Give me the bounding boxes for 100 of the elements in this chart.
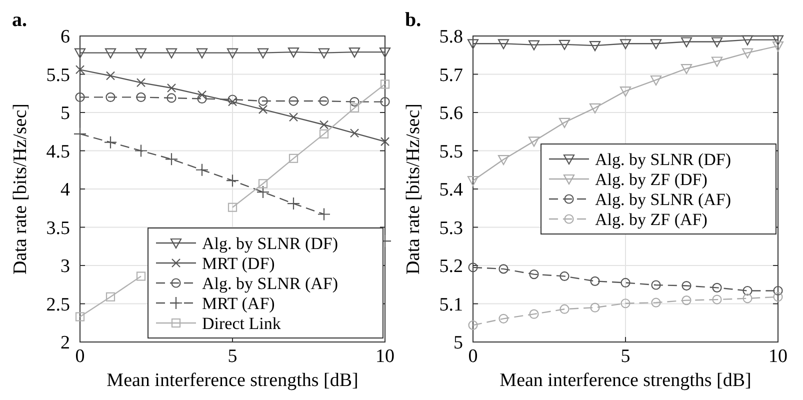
y-tick-label: 4.5 [46, 141, 70, 162]
point [467, 176, 479, 186]
point [75, 92, 85, 102]
point [256, 186, 270, 199]
point [136, 92, 146, 102]
point [682, 280, 692, 291]
point [166, 93, 176, 103]
point [106, 292, 116, 302]
point [680, 64, 692, 74]
point [380, 137, 390, 146]
point [258, 104, 268, 114]
y-tick-label: 3.5 [46, 218, 70, 239]
point [620, 278, 630, 288]
point [195, 163, 209, 176]
point [136, 272, 146, 281]
point [772, 41, 784, 52]
point [257, 48, 269, 58]
point [197, 90, 207, 100]
point [558, 118, 570, 128]
point [135, 48, 147, 58]
y-axis-title: Data rate [bits/Hz/sec] [10, 104, 31, 274]
point [589, 103, 601, 114]
point [528, 136, 540, 147]
point [318, 48, 330, 58]
point [468, 262, 478, 272]
y-tick-label: 6 [60, 26, 70, 48]
point [468, 320, 478, 330]
x-axis-title: Mean interference strengths [dB] [500, 370, 752, 391]
y-tick-label: 5.1 [439, 294, 463, 316]
point [712, 282, 722, 292]
point [380, 80, 390, 89]
point [711, 56, 723, 67]
point [197, 94, 207, 104]
point [560, 304, 570, 314]
point [620, 39, 632, 50]
point [528, 40, 540, 50]
y-tick-label: 5.4 [439, 180, 464, 201]
y-tick-label: 5 [60, 103, 70, 124]
point [286, 196, 300, 210]
point [620, 298, 630, 308]
point [680, 37, 692, 48]
point [742, 286, 752, 296]
point [773, 292, 783, 302]
point [106, 71, 116, 80]
point [228, 97, 238, 106]
y-tick-label: 5.7 [439, 64, 463, 86]
x-tick-label: 5 [620, 346, 630, 367]
x-tick-label: 0 [468, 346, 478, 367]
y-tick-label: 5 [454, 332, 463, 354]
point [379, 48, 391, 58]
point [134, 144, 148, 158]
legend-label: Alg. by SLNR (AF) [202, 274, 338, 293]
point [682, 296, 692, 306]
point [106, 92, 116, 102]
chart-title: b. [405, 9, 422, 31]
x-tick-label: 10 [376, 346, 394, 367]
point [136, 78, 146, 88]
point [228, 202, 238, 212]
point [226, 174, 240, 188]
y-tick-label: 5.3 [439, 218, 463, 239]
x-tick-label: 0 [75, 346, 85, 367]
point [166, 48, 178, 58]
point [319, 120, 329, 130]
y-tick-label: 5.5 [439, 141, 463, 162]
point [319, 96, 329, 106]
point [651, 298, 661, 308]
y-tick-label: 5.8 [439, 26, 463, 48]
point [529, 309, 539, 319]
x-tick-label: 10 [768, 346, 788, 367]
point [73, 127, 87, 140]
x-tick-label: 5 [228, 346, 238, 367]
y-tick-label: 5.5 [46, 64, 70, 86]
point [258, 96, 268, 106]
point [319, 129, 329, 138]
point [498, 154, 510, 166]
point [104, 136, 118, 149]
point [529, 270, 539, 280]
y-tick-label: 3 [60, 256, 70, 278]
legend-label: Alg. by ZF (AF) [595, 210, 708, 229]
legend-label: MRT (DF) [202, 254, 275, 273]
point [164, 152, 178, 166]
point [350, 96, 360, 107]
legend-label: MRT (AF) [202, 294, 275, 313]
point [498, 314, 508, 324]
point [348, 48, 360, 58]
point [590, 276, 600, 286]
point [75, 65, 85, 74]
point [650, 75, 662, 86]
point [498, 39, 510, 50]
y-tick-label: 2.5 [46, 294, 70, 316]
point [711, 37, 723, 48]
point [317, 208, 331, 221]
x-axis-title: Mean interference strengths [dB] [106, 370, 358, 391]
point [350, 128, 360, 138]
legend-label: Direct Link [202, 314, 282, 333]
point [258, 179, 268, 188]
point [104, 48, 116, 58]
point [288, 112, 298, 122]
chart-title: a. [12, 9, 27, 31]
point [228, 94, 238, 104]
